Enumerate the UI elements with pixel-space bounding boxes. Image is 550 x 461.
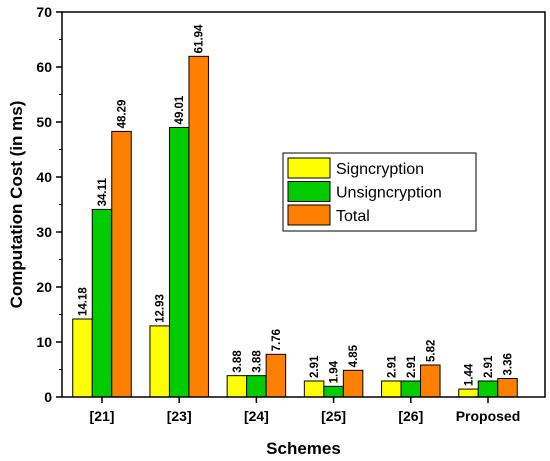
bar-unsigncryption-21 [91,208,113,398]
bar-unsigncryption-23 [168,126,190,398]
bar-unsigncryption-24 [246,375,267,398]
bar-signcryption-26 [381,380,402,398]
bar-signcryption-23 [149,325,170,398]
bar-unsigncryption-proposed [477,380,499,398]
data-label-total-25: 4.85 [348,344,360,367]
x-tick-label: [26] [398,408,423,424]
bar-total-proposed [497,378,518,398]
x-axis-title: Schemes [266,439,341,458]
bar-total-26 [420,364,441,398]
data-labels-layer: 14.18 34.11 48.29 12.93 49.01 61.94 3.88 3.88 7.… [78,24,515,386]
bar-signcryption-21 [72,318,93,398]
data-label-total-21: 48.29 [117,100,129,129]
y-tick-label: 60 [36,59,52,75]
data-label-unsigncryption-23: 49.01 [174,95,186,124]
data-label-unsigncryption-25: 1.94 [329,360,341,383]
data-label-unsigncryption-21: 34.11 [97,178,109,207]
y-tick-label: 70 [36,4,52,20]
y-axis-title: Computation Cost (in ms) [7,101,26,309]
bar-total-24 [265,353,287,398]
data-label-unsigncryption-proposed: 2.91 [483,355,495,378]
y-tick-label: 20 [36,279,52,295]
y-tick-label: 0 [44,389,52,405]
y-tick-label: 30 [36,224,52,240]
legend-label-total: Total [336,208,370,225]
x-tick-label: [23] [167,408,192,424]
bar-unsigncryption-26 [400,380,422,398]
bar-total-25 [342,369,364,398]
y-tick-label: 40 [36,169,52,185]
data-label-total-26: 5.82 [425,340,437,362]
data-label-total-24: 7.76 [271,329,283,351]
bar-signcryption-24 [226,375,248,398]
data-label-unsigncryption-24: 3.88 [251,350,263,373]
data-label-signcryption-24: 3.88 [232,350,244,373]
bar-signcryption-25 [303,380,325,398]
data-label-signcryption-21: 14.18 [78,287,90,316]
data-label-signcryption-25: 2.91 [309,355,321,378]
legend: Signcryption Unsigncryption Total [282,152,477,232]
data-label-total-proposed: 3.36 [503,353,515,375]
legend-label-unsigncryption: Unsigncryption [336,185,442,202]
y-axis-ticks: 0 10 20 30 40 50 60 70 [36,4,62,405]
legend-swatch-signcryption [287,157,331,179]
bar-unsigncryption-25 [323,385,344,398]
bar-signcryption-proposed [458,388,479,398]
data-label-unsigncryption-26: 2.91 [406,355,418,378]
bars-layer [72,55,518,398]
legend-label-signcryption: Signcryption [336,161,424,178]
data-label-signcryption-proposed: 1.44 [464,363,476,386]
x-tick-label: [21] [90,408,115,424]
y-tick-label: 10 [36,334,52,350]
x-axis-ticks: [21] [23] [24] [25] [26] Proposed [90,397,521,424]
data-label-signcryption-26: 2.91 [386,355,398,378]
bar-total-23 [188,55,209,398]
y-tick-label: 50 [36,114,52,130]
x-tick-label: [25] [321,408,346,424]
x-tick-label: [24] [244,408,269,424]
legend-swatch-total [287,204,331,226]
data-label-signcryption-23: 12.93 [155,294,167,323]
x-tick-label: Proposed [456,408,521,424]
data-label-total-23: 61.94 [194,24,206,53]
bar-total-21 [111,130,132,398]
legend-swatch-unsigncryption [287,181,331,202]
